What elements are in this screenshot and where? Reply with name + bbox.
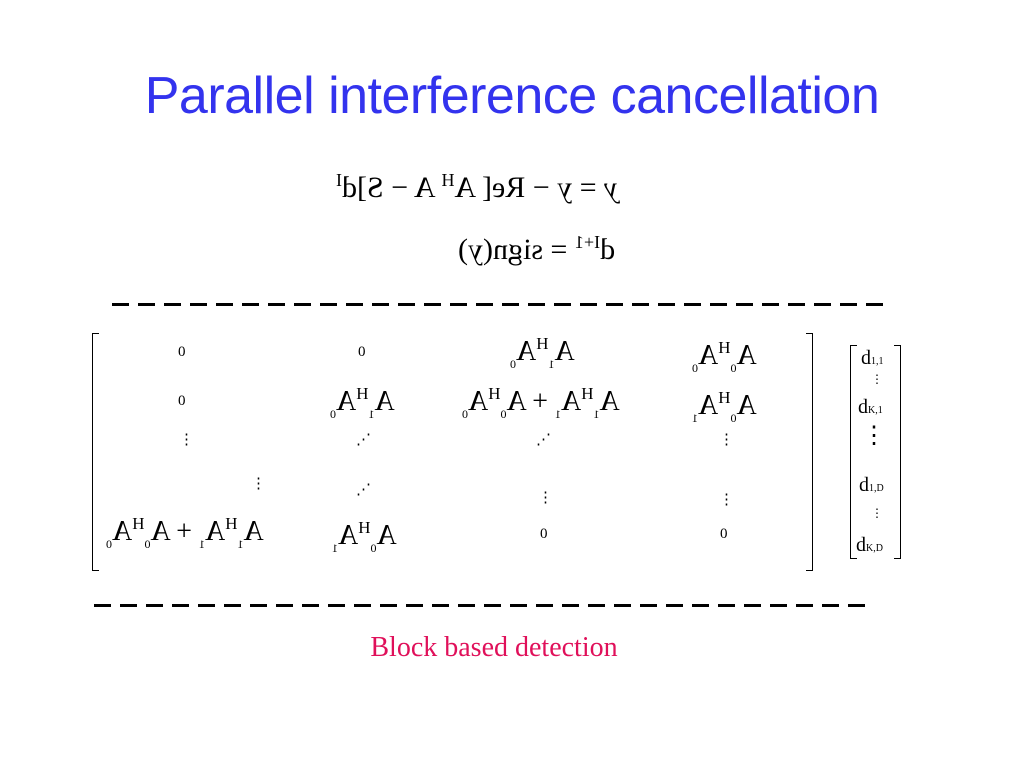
matrix-vdots-r4c3: ⋮	[538, 490, 553, 506]
vector-entry-d-1-1: d1,1	[861, 347, 884, 369]
matrix-cell-r5c4: 0	[720, 526, 728, 542]
matrix-cell-r1c2: 0	[358, 344, 366, 360]
slide-title: Parallel interference cancellation	[144, 67, 880, 125]
vector-entry-d-1-d: d1,D	[859, 474, 884, 496]
matrix-cell-r5c2: A0HA1	[332, 518, 397, 555]
vector-right-bracket	[894, 345, 901, 559]
vector-entry-d-k-1: dK,1	[858, 396, 883, 418]
matrix-right-bracket	[806, 333, 813, 571]
matrix-ddots-r3c2: ⋰	[356, 432, 371, 448]
vector-left-bracket	[850, 345, 857, 559]
matrix-cell-r2c4: A0HA1	[692, 388, 757, 425]
dashed-separator-bottom	[94, 604, 865, 607]
vector-vdots-2: ⋮	[862, 423, 886, 449]
matrix-cell-r1c3: A1HA0	[510, 334, 575, 371]
matrix-cell-r2c1: 0	[178, 393, 186, 409]
matrix-cell-r2c2: A1HA0	[330, 384, 395, 421]
matrix-cell-r5c1: A1HA1 + A0HA0	[106, 514, 264, 551]
matrix-left-bracket	[92, 333, 99, 571]
matrix-vdots-r4c4: ⋮	[719, 492, 734, 508]
equation-update-y: y = y − Re[ AH A − S]dI	[336, 170, 618, 204]
matrix-vdots-r3c1: ⋮	[179, 432, 194, 448]
vector-vdots-1: ⋮	[871, 372, 883, 386]
vector-entry-d-k-d: dK,D	[856, 534, 883, 556]
matrix-cell-r2c3: A1HA1 + A0HA0	[462, 384, 620, 421]
matrix-vdots-r3c4: ⋮	[719, 432, 734, 448]
matrix-ddots-r3c3: ⋰	[536, 432, 551, 448]
matrix-vdots-r4c1: ⋮	[251, 476, 266, 492]
matrix-ddots-r4c2: ⋰	[356, 482, 371, 498]
matrix-cell-r1c1: 0	[178, 344, 186, 360]
caption-block-based-detection: Block based detection	[370, 632, 618, 663]
matrix-cell-r1c4: A0HA0	[692, 338, 757, 375]
matrix-cell-r5c3: 0	[540, 526, 548, 542]
vector-vdots-3: ⋮	[871, 506, 883, 520]
dashed-separator-top	[112, 303, 883, 306]
equation-sign-decision: dI+1 = sign(y)	[458, 232, 616, 266]
